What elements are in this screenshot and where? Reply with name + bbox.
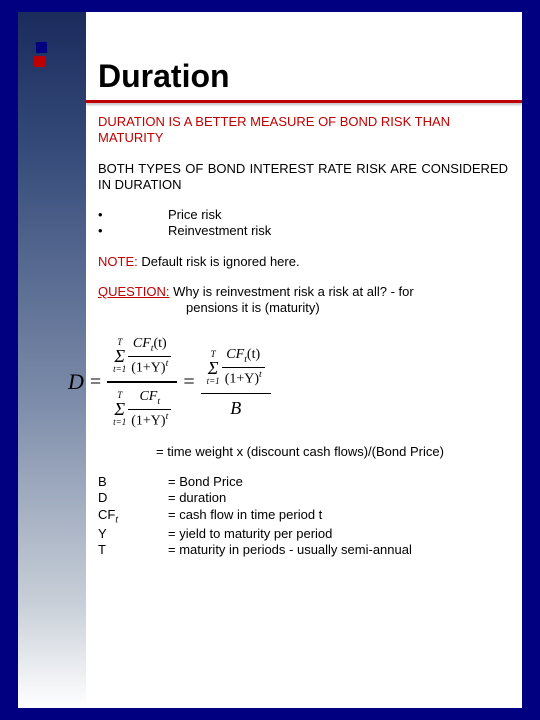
def-text: = cash flow in time period t xyxy=(168,507,322,526)
question-text-2: pensions it is (maturity) xyxy=(186,300,508,316)
def-text: = maturity in periods - usually semi-ann… xyxy=(168,542,412,558)
def-text: = yield to maturity per period xyxy=(168,526,332,542)
formula-frac-2: T Σ t=1 CFt(t) (1+Y)t B xyxy=(201,342,271,423)
content-area: DURATION IS A BETTER MEASURE OF BOND RIS… xyxy=(98,114,508,558)
bullet-dot: • xyxy=(98,223,168,239)
definition-row: B = Bond Price xyxy=(98,474,508,490)
para-2: BOTH TYPES OF BOND INTEREST RATE RISK AR… xyxy=(98,161,508,194)
note-label: NOTE: xyxy=(98,254,138,269)
formula-frac-1: T Σ t=1 CFt(t) (1+Y)t xyxy=(107,330,177,434)
definition-row: CFt = cash flow in time period t xyxy=(98,507,508,526)
title-wrap: Duration xyxy=(98,58,230,95)
definition-row: Y = yield to maturity per period xyxy=(98,526,508,542)
decorative-bullets xyxy=(34,22,70,142)
sum-icon: T Σ t=1 xyxy=(207,350,220,386)
bullet-list: • Price risk • Reinvestment risk xyxy=(98,207,508,240)
formula-eq: = xyxy=(90,370,101,395)
bullet-dot: • xyxy=(98,207,168,223)
def-symbol: CFt xyxy=(98,507,168,526)
def-symbol: T xyxy=(98,542,168,558)
sum-icon: T Σ t=1 xyxy=(113,338,126,374)
def-symbol: B xyxy=(98,474,168,490)
title-underline xyxy=(86,100,522,103)
definitions-list: B = Bond Price D = duration CFt = cash f… xyxy=(98,474,508,558)
def-text: = duration xyxy=(168,490,226,506)
list-item: • Price risk xyxy=(98,207,508,223)
bullet-text: Price risk xyxy=(168,207,221,223)
formula-eq: = xyxy=(183,370,194,395)
list-item: • Reinvestment risk xyxy=(98,223,508,239)
def-symbol: Y xyxy=(98,526,168,542)
def-symbol: D xyxy=(98,490,168,506)
note-text: Default risk is ignored here. xyxy=(138,254,300,269)
question-text: Why is reinvestment risk a risk at all? … xyxy=(170,284,414,299)
formula-interpretation: = time weight x (discount cash flows)/(B… xyxy=(156,444,508,460)
note-line: NOTE: Default risk is ignored here. xyxy=(98,254,508,270)
square-bullet-navy xyxy=(36,42,48,54)
duration-formula: D = T Σ t=1 CFt(t) xyxy=(68,330,508,434)
formula-D: D xyxy=(68,368,84,396)
slide-title: Duration xyxy=(98,58,230,95)
def-text: = Bond Price xyxy=(168,474,243,490)
bullet-text: Reinvestment risk xyxy=(168,223,271,239)
question-label: QUESTION: xyxy=(98,284,170,299)
slide: Duration DURATION IS A BETTER MEASURE OF… xyxy=(18,12,522,708)
question-block: QUESTION: Why is reinvestment risk a ris… xyxy=(98,284,508,317)
square-bullet-red xyxy=(34,56,45,67)
definition-row: T = maturity in periods - usually semi-a… xyxy=(98,542,508,558)
para-1: DURATION IS A BETTER MEASURE OF BOND RIS… xyxy=(98,114,508,147)
sum-icon: T Σ t=1 xyxy=(113,391,126,427)
definition-row: D = duration xyxy=(98,490,508,506)
